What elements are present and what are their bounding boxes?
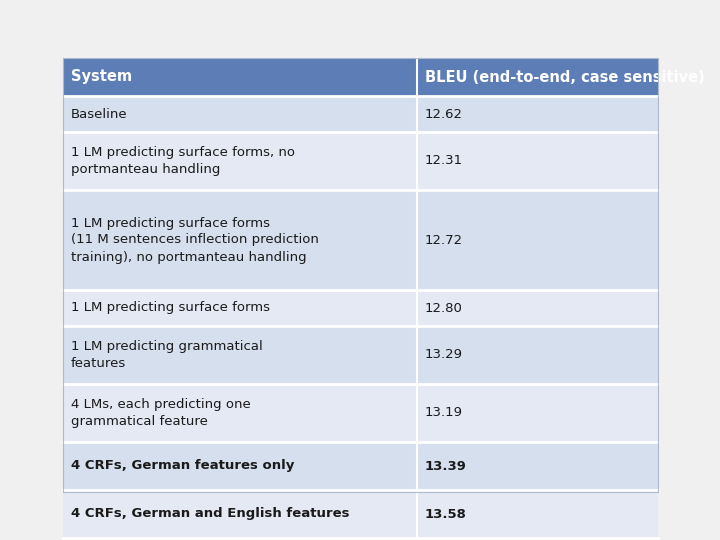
Text: 1 LM predicting grammatical
features: 1 LM predicting grammatical features <box>71 340 263 370</box>
Text: 12.62: 12.62 <box>425 107 463 120</box>
Bar <box>63 326 658 384</box>
Text: 4 LMs, each predicting one
grammatical feature: 4 LMs, each predicting one grammatical f… <box>71 398 251 428</box>
Bar <box>63 290 658 326</box>
Text: System: System <box>71 70 132 84</box>
Bar <box>63 442 658 490</box>
Text: 4 CRFs, German and English features: 4 CRFs, German and English features <box>71 508 349 521</box>
Text: 12.31: 12.31 <box>425 154 463 167</box>
Text: 13.58: 13.58 <box>425 508 467 521</box>
Bar <box>63 490 658 538</box>
Text: BLEU (end-to-end, case sensitive): BLEU (end-to-end, case sensitive) <box>425 70 705 84</box>
Text: 12.72: 12.72 <box>425 233 463 246</box>
Text: 1 LM predicting surface forms, no
portmanteau handling: 1 LM predicting surface forms, no portma… <box>71 146 295 176</box>
Bar <box>63 96 658 132</box>
Text: 13.29: 13.29 <box>425 348 463 361</box>
Text: 12.80: 12.80 <box>425 301 463 314</box>
Text: 4 CRFs, German features only: 4 CRFs, German features only <box>71 460 294 472</box>
Bar <box>63 190 658 290</box>
Bar <box>63 58 658 96</box>
Text: 1 LM predicting surface forms
(11 M sentences inflection prediction
training), n: 1 LM predicting surface forms (11 M sent… <box>71 217 319 264</box>
Text: Baseline: Baseline <box>71 107 127 120</box>
Text: 13.39: 13.39 <box>425 460 467 472</box>
Bar <box>63 384 658 442</box>
Text: 1 LM predicting surface forms: 1 LM predicting surface forms <box>71 301 270 314</box>
Text: 13.19: 13.19 <box>425 407 463 420</box>
Bar <box>63 132 658 190</box>
